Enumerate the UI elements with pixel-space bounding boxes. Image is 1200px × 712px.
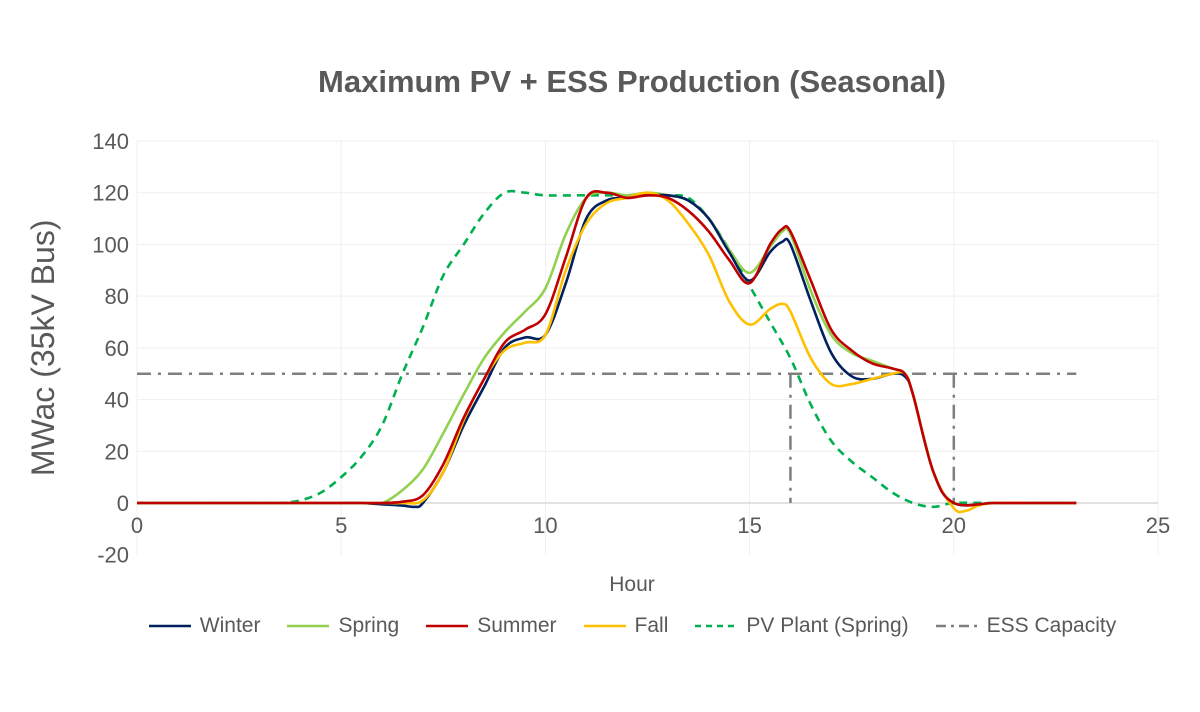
legend-swatch [287, 624, 330, 628]
legend-label: PV Plant (Spring) [746, 614, 909, 637]
y-tick-label: 40 [105, 388, 129, 413]
legend-item-spring: Spring [286, 614, 399, 638]
legend: Winter Spring Summer Fall PV Plant (Spring) E… [0, 614, 1200, 638]
series-line-spring [137, 191, 1077, 507]
legend-item-fall: Fall [583, 614, 669, 638]
x-tick-label: 20 [942, 513, 966, 538]
y-tick-label: 140 [92, 129, 129, 154]
y-tick-label: 100 [92, 232, 129, 257]
legend-label: Spring [338, 614, 400, 637]
grid [136, 140, 1159, 555]
legend-swatch [583, 624, 626, 628]
y-tick-label: 60 [105, 336, 129, 361]
legend-item-pv-plant-spring: PV Plant (Spring) [694, 614, 909, 638]
series-line-summer [137, 189, 1077, 507]
y-tick-label: 120 [92, 181, 129, 206]
legend-swatch [148, 624, 191, 628]
x-tick-label: 15 [737, 513, 761, 538]
chart-title: Maximum PV + ESS Production (Seasonal) [318, 64, 946, 99]
legend-item-ess-capacity: ESS Capacity [935, 614, 1117, 638]
series-line-pv-plant-spring [137, 189, 1077, 509]
legend-label: Fall [634, 614, 669, 637]
y-tick-label: -20 [97, 543, 129, 568]
series-line-winter [137, 193, 1077, 509]
x-tick-label: 5 [335, 513, 347, 538]
legend-item-winter: Winter [148, 614, 261, 638]
series-line-fall [137, 191, 1077, 514]
legend-label: ESS Capacity [986, 614, 1117, 637]
legend-swatch [695, 624, 738, 628]
y-axis-title: MWac (35kV Bus) [25, 220, 61, 477]
y-tick-label: 20 [105, 439, 129, 464]
legend-label: Summer [477, 614, 557, 637]
y-tick-label: 0 [117, 491, 129, 516]
legend-swatch [935, 624, 978, 628]
y-tick-label: 80 [105, 284, 129, 309]
series-lines [137, 189, 1077, 514]
legend-label: Winter [199, 614, 261, 637]
x-tick-label: 0 [131, 513, 143, 538]
legend-item-summer: Summer [425, 614, 557, 638]
legend-swatch [426, 624, 469, 628]
x-tick-label: 25 [1146, 513, 1170, 538]
x-tick-label: 10 [533, 513, 557, 538]
x-axis-title: Hour [609, 573, 655, 596]
